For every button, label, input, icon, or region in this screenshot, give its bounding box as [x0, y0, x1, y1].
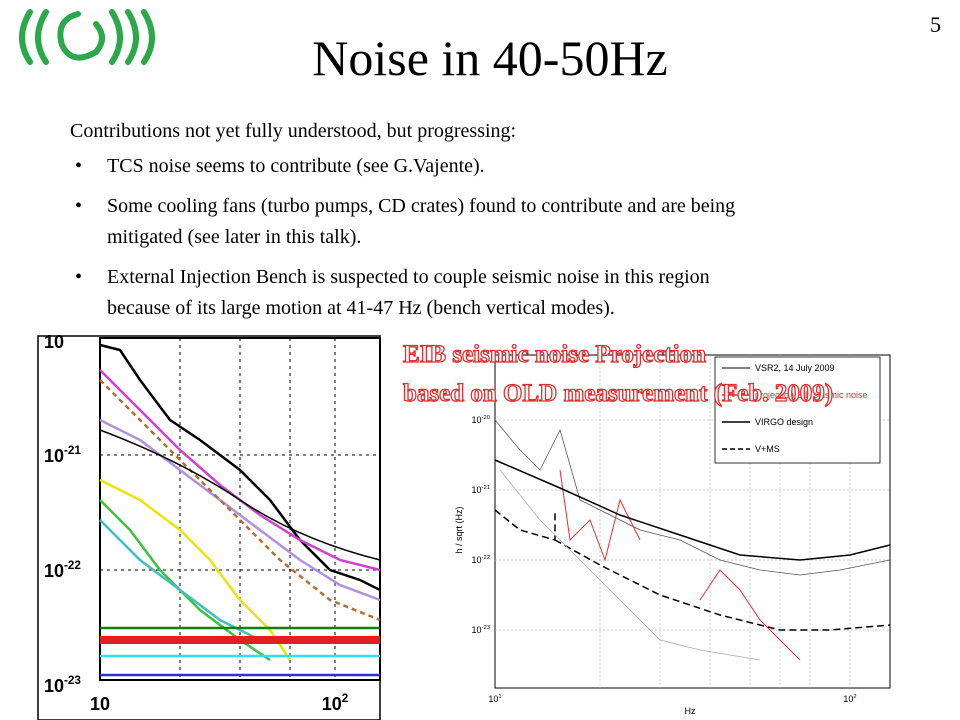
tick-label: 10-21 — [472, 485, 490, 495]
tick-exponent: -22 — [482, 555, 490, 561]
tick-exponent: 2 — [342, 692, 349, 705]
tick-base: 10 — [843, 694, 853, 704]
tick-label: 10-22 — [472, 555, 490, 565]
overlay-text: EIB seismic noise Projection — [403, 341, 706, 368]
logo — [19, 9, 155, 65]
bullet-dot: • — [75, 266, 82, 288]
tick-label: 10-20 — [472, 415, 491, 425]
bullet-text: TCS noise seems to contribute (see G.Vaj… — [107, 155, 485, 177]
right-plot: VSR2, 14 July 2009 projection EIB seismic… — [402, 340, 891, 716]
slide-title: Noise in 40-50Hz — [312, 30, 668, 86]
tick-base: 10 — [44, 561, 64, 581]
bullet-text: mitigated (see later in this talk). — [107, 226, 361, 248]
tick-exponent: -23 — [64, 674, 81, 687]
intro: Contributions not yet fully understood, … — [70, 120, 516, 142]
tick-base: 10 — [44, 676, 64, 696]
slide-number: 5 — [930, 12, 941, 37]
tick-exponent: -22 — [64, 559, 81, 572]
tick-base: 10 — [472, 485, 482, 495]
tick-base: 10 — [44, 446, 64, 466]
tick-label: 101 — [488, 694, 501, 704]
tick-base: 10 — [472, 625, 482, 635]
tick-base: 10 — [44, 332, 64, 352]
tick-base: 10 — [488, 694, 498, 704]
legend-label: VSR2, 14 July 2009 — [755, 363, 835, 373]
bullet-dot: • — [75, 155, 82, 177]
tick-label: 10 — [44, 332, 64, 352]
tick-exponent: -21 — [64, 444, 81, 457]
bullet-dot: • — [75, 195, 82, 217]
tick-exponent: -20 — [482, 415, 491, 421]
tick-label: 102 — [322, 692, 349, 714]
bullet-text: because of its large motion at 41-47 Hz … — [107, 297, 615, 319]
tick-base: 10 — [472, 415, 482, 425]
tick-label: 10-23 — [44, 674, 81, 696]
tick-exponent: 2 — [853, 694, 856, 700]
tick-label: 102 — [843, 694, 856, 704]
tick-base: 10 — [322, 694, 342, 714]
bullet-text: Some cooling fans (turbo pumps, CD crate… — [107, 195, 735, 217]
legend-label: VIRGO design — [755, 417, 813, 427]
tick-label: 10-21 — [44, 444, 81, 466]
bullet-text: External Injection Bench is suspected to… — [107, 266, 710, 288]
tick-label: 10-22 — [44, 559, 81, 581]
y-axis-label: h / sqrt (Hz) — [454, 506, 464, 553]
x-axis-label: Hz — [685, 706, 696, 716]
tick-exponent: -23 — [482, 625, 490, 631]
legend-label: V+MS — [755, 444, 780, 454]
tick-base: 10 — [90, 694, 110, 714]
overlay-text: based on OLD measurement (Feb. 2009) — [403, 380, 833, 407]
tick-label: 10 — [90, 694, 110, 714]
tick-label: 10-23 — [472, 625, 490, 635]
tick-base: 10 — [472, 555, 482, 565]
tick-exponent: -21 — [482, 485, 490, 491]
legend-label: projection EIB seismic noise — [755, 390, 868, 400]
tick-exponent: 1 — [498, 694, 501, 700]
